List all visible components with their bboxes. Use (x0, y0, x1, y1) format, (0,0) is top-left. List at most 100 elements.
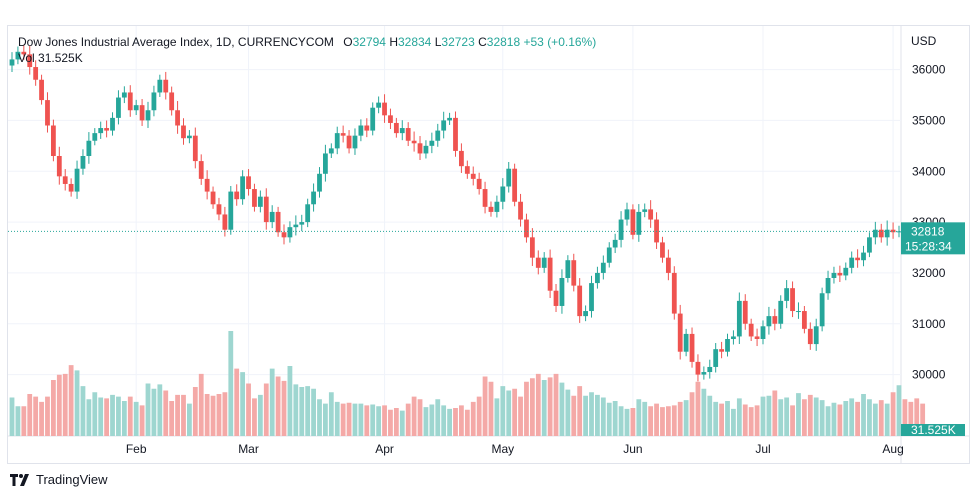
candle-body[interactable] (878, 229, 884, 238)
candle-body[interactable] (796, 311, 801, 313)
candle-body[interactable] (234, 191, 240, 200)
candle-body[interactable] (790, 288, 795, 312)
candle-body[interactable] (192, 135, 198, 162)
candle-body[interactable] (807, 328, 813, 345)
candle-body[interactable] (707, 366, 713, 373)
candle-body[interactable] (323, 153, 328, 174)
candle-body[interactable] (861, 252, 866, 261)
candle-body[interactable] (33, 67, 39, 80)
candle-body[interactable] (382, 102, 387, 116)
candle-body[interactable] (50, 125, 56, 157)
candle-body[interactable] (671, 272, 677, 314)
candle-body[interactable] (453, 117, 458, 151)
candle-body[interactable] (577, 285, 583, 317)
candle-body[interactable] (222, 214, 228, 230)
candle-body[interactable] (370, 107, 376, 131)
candle-body[interactable] (340, 133, 346, 136)
candle-body[interactable] (27, 54, 33, 68)
candle-body[interactable] (731, 336, 736, 339)
candle-body[interactable] (695, 361, 701, 375)
candle-body[interactable] (855, 257, 861, 261)
candle-body[interactable] (74, 168, 80, 192)
symbol-title[interactable]: Dow Jones Industrial Average Index, 1D, … (18, 35, 334, 49)
candle-body[interactable] (813, 326, 819, 345)
candle-body[interactable] (210, 191, 216, 205)
candle-body[interactable] (411, 140, 417, 144)
candle-body[interactable] (742, 300, 748, 324)
candle-body[interactable] (187, 135, 192, 139)
candle-body[interactable] (86, 140, 92, 156)
candle-body[interactable] (748, 323, 754, 337)
candle-body[interactable] (121, 92, 127, 98)
candle-body[interactable] (98, 128, 104, 134)
candle-body[interactable] (600, 262, 606, 273)
candle-body[interactable] (139, 105, 145, 121)
candle-body[interactable] (429, 140, 435, 146)
candle-body[interactable] (45, 100, 50, 126)
candle-body[interactable] (754, 336, 760, 339)
candle-body[interactable] (872, 229, 878, 238)
candle-body[interactable] (701, 372, 707, 375)
candle-body[interactable] (116, 97, 121, 118)
candle-body[interactable] (299, 222, 305, 225)
candle-body[interactable] (175, 110, 180, 126)
candle-body[interactable] (719, 349, 724, 352)
candle-body[interactable] (529, 237, 535, 258)
candle-body[interactable] (565, 260, 571, 278)
candle-body[interactable] (405, 128, 411, 141)
candle-body[interactable] (181, 125, 186, 139)
candle-body[interactable] (110, 117, 115, 131)
candle-body[interactable] (736, 300, 742, 337)
candle-body[interactable] (689, 333, 695, 362)
candle-body[interactable] (648, 209, 654, 220)
candle-body[interactable] (305, 204, 311, 223)
candle-body[interactable] (127, 92, 133, 111)
candle-body[interactable] (275, 211, 281, 233)
candle-body[interactable] (39, 79, 44, 101)
candle-body[interactable] (760, 326, 766, 339)
candle-body[interactable] (506, 168, 512, 187)
candle-body[interactable] (583, 311, 588, 317)
candle-body[interactable] (488, 206, 494, 212)
candle-body[interactable] (252, 189, 257, 207)
candle-body[interactable] (867, 237, 872, 253)
candle-body[interactable] (145, 110, 151, 121)
candle-body[interactable] (393, 122, 399, 134)
candle-body[interactable] (157, 79, 163, 93)
candle-body[interactable] (15, 51, 21, 60)
candle-body[interactable] (778, 300, 784, 324)
candle-body[interactable] (541, 257, 547, 268)
candle-body[interactable] (713, 349, 719, 367)
candle-body[interactable] (772, 316, 778, 324)
candle-body[interactable] (293, 224, 299, 228)
candle-body[interactable] (21, 51, 27, 55)
candle-body[interactable] (606, 247, 612, 263)
candle-body[interactable] (660, 242, 665, 258)
candle-body[interactable] (417, 143, 423, 154)
candle-body[interactable] (287, 227, 293, 238)
candle-body[interactable] (358, 125, 364, 136)
candle-body[interactable] (524, 219, 529, 238)
candle-body[interactable] (801, 311, 807, 329)
candle-body[interactable] (240, 176, 246, 200)
candle-body[interactable] (317, 173, 322, 192)
candle-body[interactable] (535, 257, 541, 268)
currency-label[interactable]: USD (911, 34, 937, 48)
candle-body[interactable] (311, 191, 316, 205)
candle-body[interactable] (636, 211, 642, 235)
candle-body[interactable] (246, 176, 251, 190)
candle-body[interactable] (630, 209, 636, 235)
candle-body[interactable] (665, 257, 671, 273)
candle-body[interactable] (257, 196, 263, 207)
candle-body[interactable] (837, 272, 843, 276)
candle-body[interactable] (518, 201, 523, 220)
candle-body[interactable] (104, 128, 110, 131)
candle-body[interactable] (9, 59, 15, 66)
candle-body[interactable] (476, 178, 482, 190)
candle-body[interactable] (571, 260, 577, 286)
candle-body[interactable] (352, 135, 358, 149)
candle-body[interactable] (269, 211, 275, 223)
candle-body[interactable] (151, 92, 157, 111)
candle-body[interactable] (169, 92, 175, 111)
